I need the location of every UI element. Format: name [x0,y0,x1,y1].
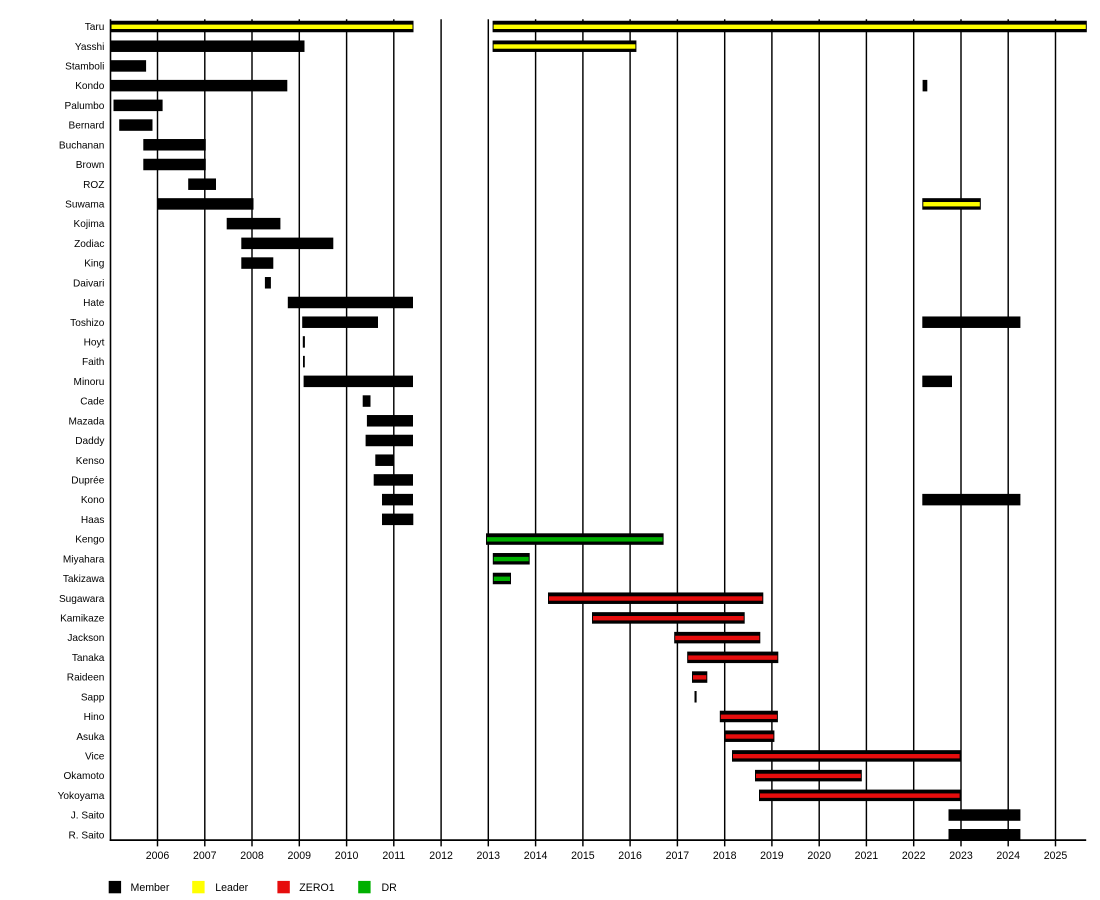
svg-text:ZERO1: ZERO1 [299,882,334,894]
svg-text:Okamoto: Okamoto [63,771,104,782]
svg-text:Stamboli: Stamboli [65,61,104,72]
svg-text:Sugawara: Sugawara [59,594,105,605]
svg-text:Buchanan: Buchanan [59,140,104,151]
svg-text:J. Saito: J. Saito [71,811,105,822]
svg-text:Bernard: Bernard [68,121,104,132]
svg-text:Hino: Hino [84,712,105,723]
svg-text:Zodiac: Zodiac [74,239,104,250]
svg-text:2006: 2006 [146,850,170,862]
svg-text:Cade: Cade [80,397,105,408]
svg-text:Member: Member [131,882,170,894]
svg-text:Kojima: Kojima [74,219,105,230]
svg-text:Vice: Vice [85,751,105,762]
svg-text:Kono: Kono [81,495,105,506]
svg-text:Taru: Taru [85,22,105,33]
svg-text:2017: 2017 [666,850,690,862]
svg-text:2016: 2016 [618,850,642,862]
svg-text:2018: 2018 [713,850,737,862]
svg-text:Yokoyama: Yokoyama [58,791,105,802]
svg-text:2020: 2020 [807,850,831,862]
svg-text:2021: 2021 [855,850,879,862]
svg-text:DR: DR [382,882,398,894]
svg-text:2025: 2025 [1044,850,1068,862]
svg-text:Takizawa: Takizawa [63,574,105,585]
svg-text:Toshizo: Toshizo [70,318,105,329]
svg-text:Kondo: Kondo [75,81,105,92]
svg-text:2011: 2011 [382,850,405,862]
svg-text:Mazada: Mazada [68,416,104,427]
svg-text:Jackson: Jackson [67,633,104,644]
svg-text:Leader: Leader [215,882,248,894]
svg-text:Brown: Brown [76,160,105,171]
svg-text:2009: 2009 [288,850,312,862]
svg-text:Kamikaze: Kamikaze [60,613,105,624]
svg-text:2014: 2014 [524,850,548,862]
svg-text:ROZ: ROZ [83,180,104,191]
svg-text:Raideen: Raideen [67,673,105,684]
svg-text:Sapp: Sapp [81,692,105,703]
svg-text:Miyahara: Miyahara [63,554,105,565]
svg-text:2007: 2007 [193,850,217,862]
svg-text:Kengo: Kengo [75,535,105,546]
svg-text:2024: 2024 [996,850,1020,862]
svg-text:Kenso: Kenso [76,456,105,467]
svg-text:2013: 2013 [477,850,501,862]
svg-text:Daddy: Daddy [75,436,105,447]
svg-text:Hate: Hate [83,298,105,309]
svg-text:Haas: Haas [81,515,105,526]
svg-text:2010: 2010 [335,850,359,862]
svg-text:R. Saito: R. Saito [68,830,104,841]
svg-text:Daivari: Daivari [73,278,104,289]
svg-text:Minoru: Minoru [74,377,105,388]
svg-text:Yasshi: Yasshi [75,42,105,53]
svg-text:2023: 2023 [949,850,973,862]
svg-text:2019: 2019 [760,850,784,862]
svg-text:Asuka: Asuka [76,732,104,743]
svg-text:Faith: Faith [82,357,104,368]
svg-text:King: King [84,259,104,270]
svg-text:Duprée: Duprée [71,475,104,486]
svg-text:Suwama: Suwama [65,199,105,210]
svg-text:2008: 2008 [240,850,264,862]
svg-text:Tanaka: Tanaka [72,653,105,664]
svg-text:2022: 2022 [902,850,926,862]
svg-text:Palumbo: Palumbo [65,101,105,112]
svg-text:2012: 2012 [429,850,453,862]
svg-text:Hoyt: Hoyt [84,337,105,348]
svg-text:2015: 2015 [571,850,595,862]
